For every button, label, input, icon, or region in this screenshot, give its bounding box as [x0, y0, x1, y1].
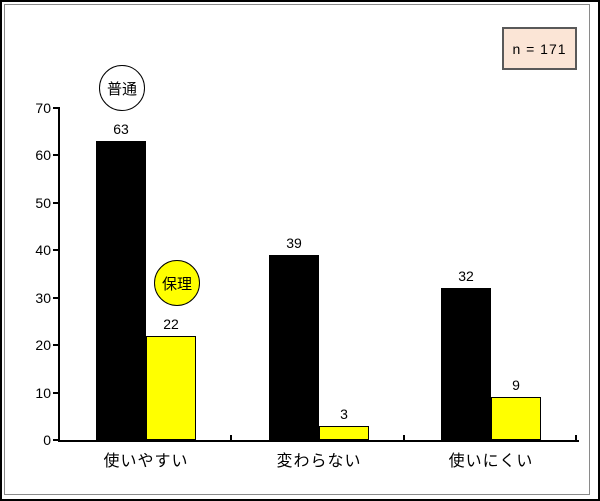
- y-axis-tick: [53, 344, 60, 347]
- sample-size-box: n = 171: [502, 27, 577, 70]
- y-axis-tick-label: 10: [35, 384, 51, 401]
- bar-value-label: 39: [286, 235, 302, 251]
- y-axis-tick: [53, 249, 60, 252]
- legend-label-hori: 保理: [161, 275, 192, 293]
- bar-value-label: 63: [113, 121, 129, 137]
- sample-size-label: n = 171: [512, 40, 567, 57]
- y-axis-tick-label: 40: [35, 242, 51, 259]
- x-axis-line: [58, 440, 579, 442]
- legend-circle-hori: 保理: [154, 260, 200, 306]
- category-label: 変わらない: [276, 453, 362, 470]
- bar-series1-cat0: [146, 336, 196, 440]
- y-axis-tick-label: 50: [35, 194, 51, 211]
- y-axis-tick: [53, 391, 60, 394]
- bar-series0-cat0: [96, 141, 146, 440]
- y-axis-tick-label: 30: [35, 289, 51, 306]
- bar-series0-cat2: [441, 288, 491, 440]
- category-label: 使いにくい: [448, 453, 534, 470]
- x-axis-tick: [575, 435, 577, 440]
- y-axis-tick-label: 0: [43, 432, 51, 448]
- legend-label-futsuu: 普通: [106, 80, 137, 98]
- y-axis-tick: [53, 154, 60, 157]
- y-axis-tick: [53, 439, 60, 441]
- y-axis-tick-label: 20: [35, 337, 51, 354]
- bar-value-label: 9: [512, 377, 520, 393]
- y-axis-tick: [53, 296, 60, 299]
- bar-value-label: 22: [163, 316, 179, 332]
- x-axis-tick: [230, 435, 232, 440]
- bar-series0-cat1: [269, 255, 319, 440]
- bar-series1-cat2: [491, 397, 541, 440]
- bar-value-label: 3: [340, 406, 348, 422]
- x-axis-tick: [403, 435, 405, 440]
- legend-circle-futsuu: 普通: [99, 65, 145, 111]
- category-label: 使いやすい: [103, 453, 189, 470]
- y-axis-tick-label: 70: [35, 100, 51, 116]
- y-axis-line: [58, 108, 60, 442]
- y-axis-tick: [53, 201, 60, 204]
- bar-value-label: 32: [458, 268, 474, 284]
- bar-series1-cat1: [319, 426, 369, 440]
- y-axis-tick-label: 60: [35, 147, 51, 164]
- y-axis-tick: [53, 107, 60, 109]
